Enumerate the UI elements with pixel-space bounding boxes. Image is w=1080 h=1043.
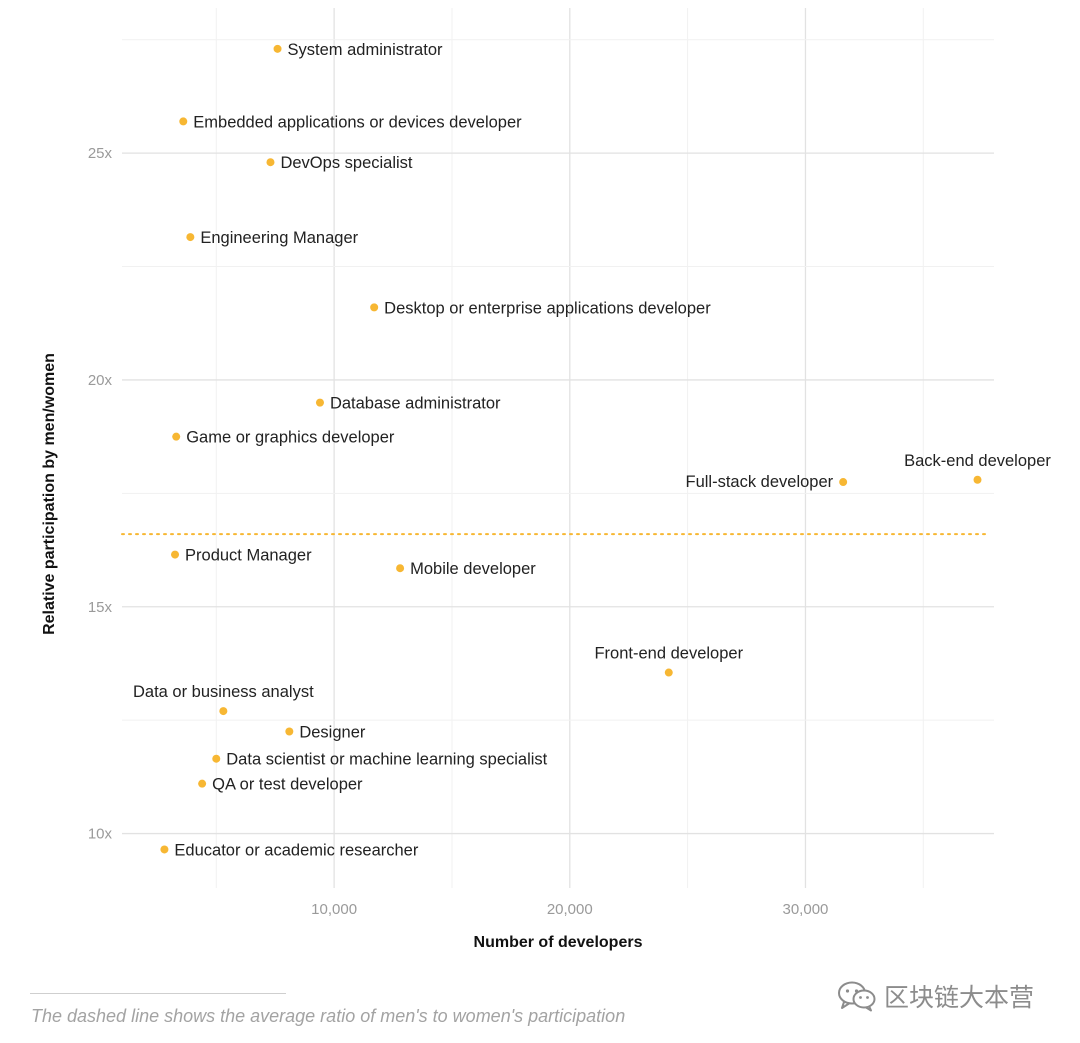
data-point xyxy=(172,432,181,441)
point-label: Database administrator xyxy=(330,395,501,413)
data-point xyxy=(839,478,848,487)
point-label: Educator or academic researcher xyxy=(174,841,418,859)
x-axis-title: Number of developers xyxy=(474,934,643,951)
grid-lines xyxy=(122,8,994,888)
data-point xyxy=(198,779,207,788)
point-label: Product Manager xyxy=(185,547,312,565)
data-point xyxy=(973,475,982,484)
x-tick-label: 20,000 xyxy=(547,901,593,918)
point-label: Embedded applications or devices develop… xyxy=(193,113,522,131)
point-label: QA or test developer xyxy=(212,776,363,794)
point-label: Mobile developer xyxy=(410,560,536,578)
watermark-text: 区块链大本营 xyxy=(884,983,1035,1012)
data-point xyxy=(219,707,228,716)
point-label: Back-end developer xyxy=(904,452,1051,470)
point-label: Desktop or enterprise applications devel… xyxy=(384,299,711,317)
y-tick-label: 25x xyxy=(88,145,113,162)
wechat-icon xyxy=(838,981,876,1012)
y-axis-title: Relative participation by men/women xyxy=(41,353,58,635)
tick-labels: 10,000 20,000 30,000 10x 15x 20x 25x xyxy=(88,145,829,918)
data-point xyxy=(273,44,282,53)
data-point xyxy=(171,550,180,559)
data-point xyxy=(370,303,379,312)
data-points xyxy=(160,44,982,854)
point-label: Front-end developer xyxy=(594,645,743,663)
x-tick-label: 10,000 xyxy=(311,901,357,918)
point-label: Data scientist or machine learning speci… xyxy=(226,751,547,769)
y-tick-label: 10x xyxy=(88,826,113,843)
caption-divider xyxy=(30,993,286,994)
point-label: Game or graphics developer xyxy=(186,429,395,447)
data-point xyxy=(285,727,294,736)
watermark: 区块链大本营 xyxy=(836,978,1034,1014)
data-point xyxy=(186,233,195,242)
point-label: Designer xyxy=(299,724,366,742)
y-tick-label: 20x xyxy=(88,372,113,389)
data-point xyxy=(664,668,673,677)
point-labels: System administrator Embedded application… xyxy=(133,41,1051,860)
chart-caption: The dashed line shows the average ratio … xyxy=(31,1006,626,1026)
point-label: System administrator xyxy=(288,41,443,59)
data-point xyxy=(179,117,188,126)
point-label: Data or business analyst xyxy=(133,683,314,701)
point-label: DevOps specialist xyxy=(280,154,412,172)
data-point xyxy=(396,564,405,573)
point-label: Full-stack developer xyxy=(686,473,834,491)
data-point xyxy=(160,845,169,854)
x-tick-label: 30,000 xyxy=(783,901,829,918)
data-point xyxy=(315,398,324,407)
data-point xyxy=(212,754,221,763)
data-point xyxy=(266,158,275,167)
point-label: Engineering Manager xyxy=(200,229,358,247)
y-tick-label: 15x xyxy=(88,599,113,616)
